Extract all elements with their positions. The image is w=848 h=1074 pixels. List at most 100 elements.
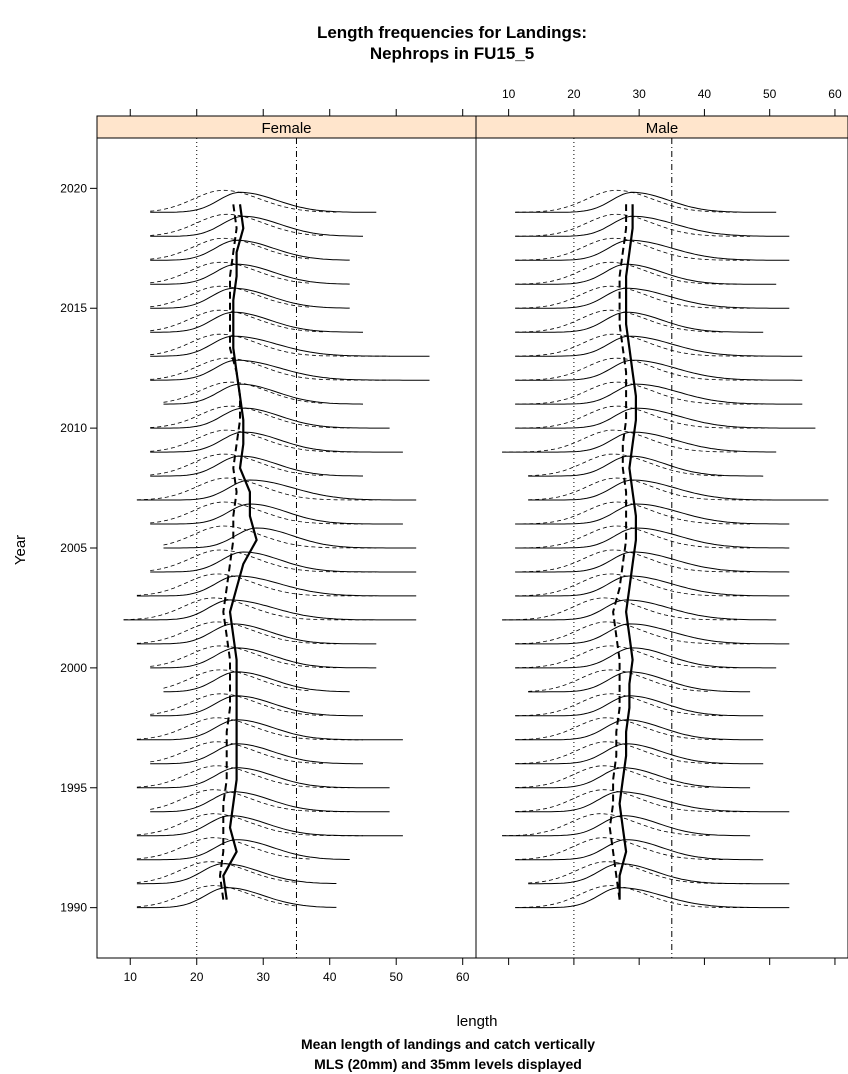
landings-curve-1993 <box>502 815 751 837</box>
chart-title-line1: Length frequencies for Landings: <box>317 23 587 42</box>
landings-curve-1991 <box>136 863 337 885</box>
landings-curve-2003 <box>515 575 790 597</box>
catch-curve-2019 <box>515 189 738 213</box>
catch-curve-2000 <box>150 645 337 669</box>
strip-label: Male <box>646 120 679 137</box>
landings-curve-2013 <box>515 335 803 357</box>
catch-curve-2007 <box>136 477 377 501</box>
catch-curve-2011 <box>515 381 764 405</box>
landings-curve-2006 <box>515 503 790 525</box>
landings-curve-2004 <box>515 551 790 573</box>
landings-curve-1992 <box>515 839 764 861</box>
landings-curve-1998 <box>150 695 363 717</box>
landings-curve-1997 <box>136 719 403 741</box>
catch-curve-2008 <box>528 453 725 477</box>
catch-curve-2004 <box>150 549 377 573</box>
catch-curve-2009 <box>502 429 738 453</box>
x-tick-label-top: 60 <box>828 87 842 101</box>
panel-female: Female <box>96 115 477 959</box>
catch-curve-1998 <box>515 693 724 717</box>
landings-curve-2015 <box>150 287 350 309</box>
landings-curve-1995 <box>136 767 390 789</box>
landings-curve-2008 <box>150 455 363 477</box>
landings-curve-2000 <box>515 647 777 669</box>
y-tick-label: 2015 <box>60 301 87 315</box>
landings-curve-1994 <box>515 791 790 813</box>
landings-curve-1990 <box>136 887 337 909</box>
catch-curve-2017 <box>515 237 751 261</box>
landings-curve-2018 <box>150 215 363 237</box>
landings-curve-1993 <box>136 815 403 837</box>
landings-curve-2016 <box>150 263 350 285</box>
catch-curve-2001 <box>136 621 337 645</box>
panels: Female Male <box>96 115 848 959</box>
landings-curve-2002 <box>502 599 777 621</box>
mean-catch-line <box>608 204 628 900</box>
landings-curve-2014 <box>150 311 363 333</box>
landings-curve-1995 <box>515 767 751 789</box>
y-tick-label: 1990 <box>60 901 87 915</box>
catch-curve-2014 <box>150 309 324 333</box>
landings-curve-1991 <box>528 863 790 885</box>
x-tick-label-top: 30 <box>632 87 646 101</box>
catch-curve-2001 <box>515 621 751 645</box>
catch-curve-1997 <box>136 717 363 741</box>
panel-frame <box>475 137 848 959</box>
landings-curve-2014 <box>515 311 764 333</box>
landings-curve-2002 <box>123 599 417 621</box>
x-tick-label-top: 10 <box>502 87 516 101</box>
strip-label: Female <box>261 120 311 137</box>
landings-curve-2009 <box>502 431 777 453</box>
catch-curve-1993 <box>136 813 363 837</box>
catch-curve-2002 <box>123 597 377 621</box>
landings-curve-1999 <box>528 671 751 693</box>
landings-curve-2010 <box>515 407 816 429</box>
catch-curve-1997 <box>515 717 724 741</box>
catch-curve-2014 <box>515 309 725 333</box>
landings-curve-2012 <box>515 359 803 381</box>
landings-curve-2007 <box>528 479 829 501</box>
catch-curve-1990 <box>515 885 751 908</box>
x-tick-label-bottom: 50 <box>390 970 404 984</box>
landings-curve-1998 <box>515 695 764 717</box>
x-tick-label-top: 50 <box>763 87 777 101</box>
panel-frame <box>96 137 477 959</box>
catch-curve-2002 <box>502 597 738 621</box>
y-tick-label: 2000 <box>60 661 87 675</box>
catch-curve-2010 <box>150 405 350 429</box>
catch-curve-2003 <box>136 573 377 597</box>
mean-landings-line <box>222 204 258 900</box>
caption-line2: MLS (20mm) and 35mm levels displayed <box>314 1056 582 1072</box>
landings-curve-1996 <box>150 743 363 765</box>
landings-curve-2004 <box>150 551 417 573</box>
landings-curve-2011 <box>163 383 364 405</box>
landings-curve-2001 <box>136 623 377 645</box>
landings-curve-2008 <box>528 455 764 477</box>
catch-curve-2005 <box>163 525 377 549</box>
landings-curve-2017 <box>515 239 790 261</box>
landings-curve-2003 <box>136 575 417 597</box>
landings-curve-1999 <box>163 671 350 693</box>
catch-curve-1990 <box>136 885 297 908</box>
x-axis-label: length <box>457 1013 498 1030</box>
y-tick-label: 1995 <box>60 781 87 795</box>
landings-curve-2012 <box>150 359 430 381</box>
catch-curve-2003 <box>515 573 751 597</box>
landings-curve-2005 <box>163 527 417 549</box>
catch-curve-2008 <box>150 453 324 476</box>
catch-curve-2019 <box>150 189 337 213</box>
x-tick-label-bottom: 30 <box>257 970 271 984</box>
landings-curve-2007 <box>136 479 417 501</box>
landings-curve-1994 <box>150 791 390 813</box>
x-tick-label-bottom: 10 <box>124 970 138 984</box>
catch-curve-1994 <box>515 789 751 813</box>
catch-curve-2009 <box>150 429 363 453</box>
landings-curve-2017 <box>150 239 350 261</box>
axes: 10 20 30 40 50 60 10 20 30 40 50 60 1990 1995 2000 2005… <box>60 87 842 984</box>
catch-curve-1999 <box>528 669 711 692</box>
landings-curve-2016 <box>515 263 777 285</box>
catch-curve-1992 <box>136 837 310 860</box>
landings-curve-1990 <box>515 887 790 909</box>
catch-curve-2013 <box>150 333 390 357</box>
catch-curve-2012 <box>150 357 390 381</box>
